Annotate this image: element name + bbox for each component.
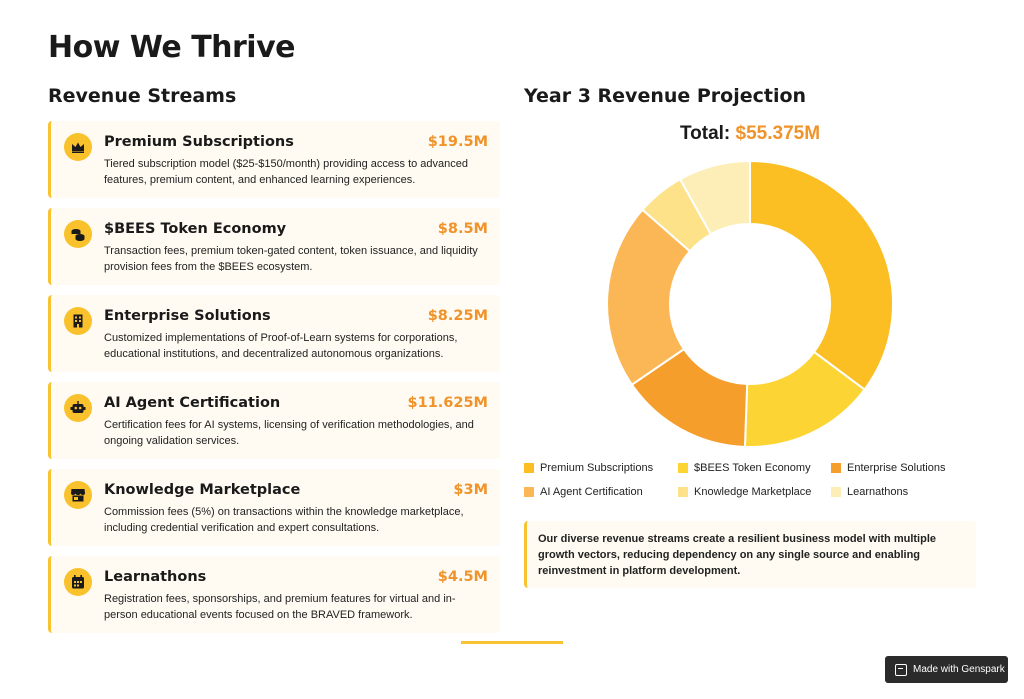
stream-description: Certification fees for AI systems, licen…	[104, 419, 474, 447]
store-icon	[64, 481, 92, 509]
revenue-donut-chart	[606, 160, 894, 448]
revenue-total: Total: $55.375M	[524, 123, 976, 145]
legend-item[interactable]: Learnathons	[831, 486, 908, 498]
stream-amount: $4.5M	[437, 569, 488, 585]
business-model-note: Our diverse revenue streams create a res…	[524, 521, 976, 588]
donut-slice-premium-subscriptions	[749, 160, 894, 392]
total-label: Total:	[679, 123, 731, 144]
robot-icon	[64, 394, 92, 422]
legend-swatch	[831, 487, 841, 497]
stream-amount: $19.5M	[427, 134, 488, 150]
footer-divider	[461, 641, 563, 644]
legend-label: Knowledge Marketplace	[694, 486, 812, 498]
legend-item[interactable]: Premium Subscriptions	[524, 462, 653, 474]
stream-card-learnathons: Learnathons $4.5M Registration fees, spo…	[48, 556, 500, 633]
calendar-icon	[64, 568, 92, 596]
building-icon	[64, 307, 92, 335]
stream-name: Learnathons	[104, 569, 207, 585]
coins-icon	[64, 220, 92, 248]
legend-label: Premium Subscriptions	[540, 462, 654, 474]
legend-item[interactable]: Enterprise Solutions	[831, 462, 945, 474]
badge-label: Made with Genspark	[913, 664, 1005, 675]
legend-swatch	[524, 463, 534, 473]
donut-slice-learnathons	[678, 160, 751, 236]
revenue-streams-list: Premium Subscriptions $19.5M Tiered subs…	[48, 121, 500, 643]
legend-item[interactable]: $BEES Token Economy	[678, 462, 811, 474]
crown-icon	[64, 133, 92, 161]
stream-card-enterprise-solutions: Enterprise Solutions $8.25M Customized i…	[48, 295, 500, 372]
legend-swatch	[678, 487, 688, 497]
legend-label: Enterprise Solutions	[847, 462, 946, 474]
stream-card-ai-agent-certification: AI Agent Certification $11.625M Certific…	[48, 382, 500, 459]
stream-amount: $3M	[453, 482, 488, 498]
made-with-genspark-badge[interactable]: Made with Genspark	[885, 656, 1008, 683]
legend-swatch	[524, 487, 534, 497]
stream-amount: $8.5M	[437, 221, 488, 237]
legend-item[interactable]: Knowledge Marketplace	[678, 486, 811, 498]
stream-card-knowledge-marketplace: Knowledge Marketplace $3M Commission fee…	[48, 469, 500, 546]
stream-card-premium-subscriptions: Premium Subscriptions $19.5M Tiered subs…	[48, 121, 500, 198]
stream-description: Registration fees, sponsorships, and pre…	[104, 593, 456, 621]
stream-name: Enterprise Solutions	[104, 308, 271, 324]
stream-card-bees-token-economy: $BEES Token Economy $8.5M Transaction fe…	[48, 208, 500, 285]
stream-amount: $8.25M	[427, 308, 488, 324]
stream-description: Tiered subscription model ($25-$150/mont…	[104, 158, 469, 186]
stream-name: $BEES Token Economy	[104, 221, 287, 237]
stream-name: Knowledge Marketplace	[104, 482, 301, 498]
page-title: How We Thrive	[48, 30, 296, 65]
stream-description: Customized implementations of Proof-of-L…	[104, 332, 458, 360]
stream-name: AI Agent Certification	[104, 395, 281, 411]
legend-swatch	[831, 463, 841, 473]
stream-amount: $11.625M	[407, 395, 488, 411]
legend-label: $BEES Token Economy	[694, 462, 811, 474]
revenue-projection-heading: Year 3 Revenue Projection	[524, 85, 807, 107]
stream-description: Transaction fees, premium token-gated co…	[104, 245, 478, 273]
stream-description: Commission fees (5%) on transactions wit…	[104, 506, 464, 534]
legend-label: Learnathons	[847, 486, 909, 498]
stream-name: Premium Subscriptions	[104, 134, 294, 150]
revenue-streams-heading: Revenue Streams	[48, 85, 237, 107]
legend-swatch	[678, 463, 688, 473]
legend-item[interactable]: AI Agent Certification	[524, 486, 643, 498]
total-value: $55.375M	[735, 123, 821, 144]
legend-label: AI Agent Certification	[540, 486, 643, 498]
genspark-logo-icon	[895, 663, 907, 676]
